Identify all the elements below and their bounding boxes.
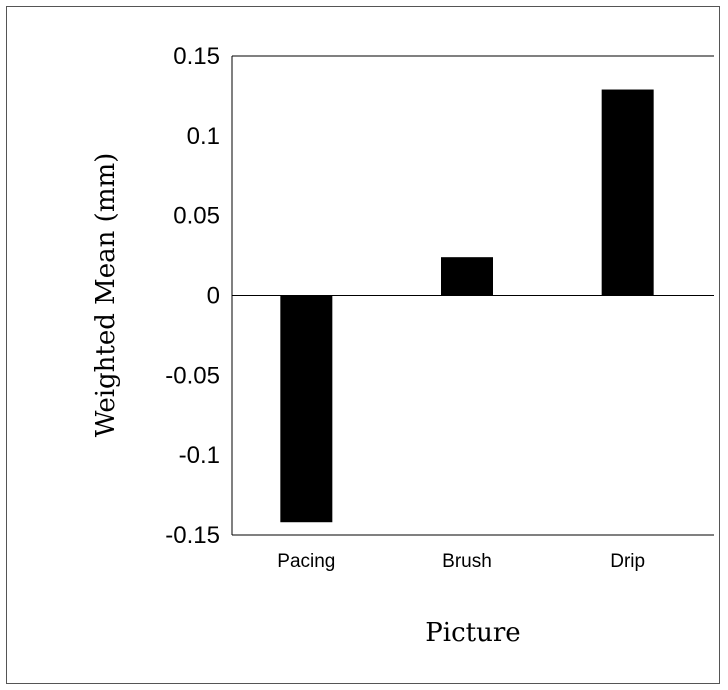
- bars-group: [280, 89, 654, 523]
- y-tick-label: 0.1: [187, 123, 220, 150]
- bar-drip: [601, 89, 654, 296]
- bar-brush: [441, 257, 493, 296]
- x-tick-label: Drip: [610, 551, 645, 572]
- x-tick-label: Brush: [442, 551, 492, 572]
- y-tick-label: -0.05: [165, 362, 220, 389]
- bar-pacing: [280, 295, 333, 523]
- chart-frame: [6, 6, 720, 684]
- x-axis-title: Picture: [425, 618, 520, 648]
- y-tick-label: -0.1: [179, 442, 220, 469]
- y-tick-label: 0.05: [173, 203, 220, 230]
- x-tick-labels: Pacing Brush Drip: [277, 551, 645, 572]
- x-tick-label: Pacing: [277, 551, 335, 572]
- y-tick-label: 0.15: [173, 43, 220, 70]
- y-axis-title: Weighted Mean (mm): [91, 153, 121, 438]
- y-tick-labels: 0.15 0.1 0.05 0 -0.05 -0.1 -0.15: [165, 43, 220, 549]
- y-tick-label: 0: [207, 283, 220, 310]
- y-tick-label: -0.15: [165, 522, 220, 549]
